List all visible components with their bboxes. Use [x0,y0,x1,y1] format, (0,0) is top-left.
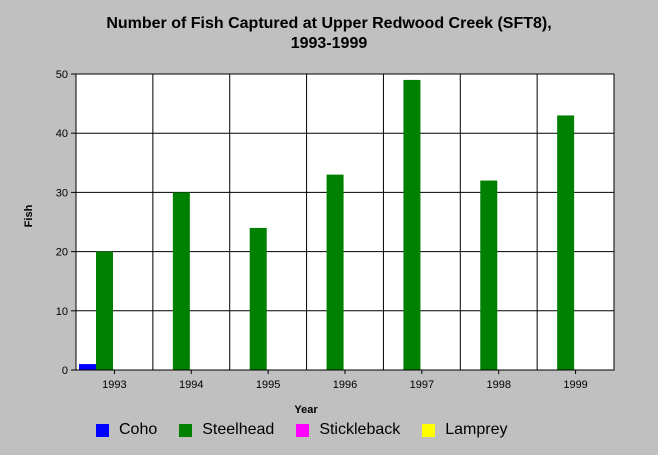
bar-steelhead-1998 [480,180,498,370]
x-axis-label: Year [294,404,318,416]
legend-swatch-steelhead [179,423,193,437]
y-tick-label: 10 [56,306,68,318]
y-tick-label: 50 [56,69,68,81]
bar-steelhead-1996 [326,174,344,370]
legend-swatch-stickleback [296,423,310,437]
bar-steelhead-1993 [96,251,113,370]
y-axis-label: Fish [23,204,35,228]
legend-item-steelhead: Steelhead [179,421,274,439]
legend-label-coho: Coho [119,421,158,438]
x-tick-label: 1994 [179,379,203,391]
bar-steelhead-1997 [403,79,421,371]
legend-swatch-coho [96,423,109,437]
legend-item-lamprey: Lamprey [422,421,507,439]
bar-steelhead-1999 [557,115,575,370]
bar-steelhead-1994 [172,192,190,370]
x-tick-label: 1999 [563,379,587,391]
plot-area [76,74,614,370]
y-tick-label: 30 [56,187,68,199]
legend: Coho Steelhead Stickleback Lamprey [96,420,529,440]
x-tick-label: 1997 [410,379,434,391]
chart-title: Number of Fish Captured at Upper Redwood… [0,14,658,54]
legend-label-steelhead: Steelhead [202,421,275,438]
legend-item-stickleback: Stickleback [296,421,400,439]
plot-border [75,73,615,371]
bar-coho-1993 [79,364,96,370]
x-tick-label: 1995 [256,379,280,391]
x-tick-label: 1996 [333,379,357,391]
x-tick-label: 1993 [102,379,126,391]
y-tick-label: 40 [56,128,68,140]
y-tick-label: 20 [56,247,68,259]
legend-label-stickleback: Stickleback [319,421,401,438]
chart-title-line-2: 1993-1999 [290,35,368,52]
legend-label-lamprey: Lamprey [445,421,508,438]
y-tick-label: 0 [62,365,68,377]
legend-swatch-lamprey [422,423,436,437]
x-tick-label: 1998 [486,379,510,391]
chart-title-line-1: Number of Fish Captured at Upper Redwood… [106,15,552,32]
bar-steelhead-1995 [249,227,267,370]
legend-item-coho: Coho [96,421,157,439]
